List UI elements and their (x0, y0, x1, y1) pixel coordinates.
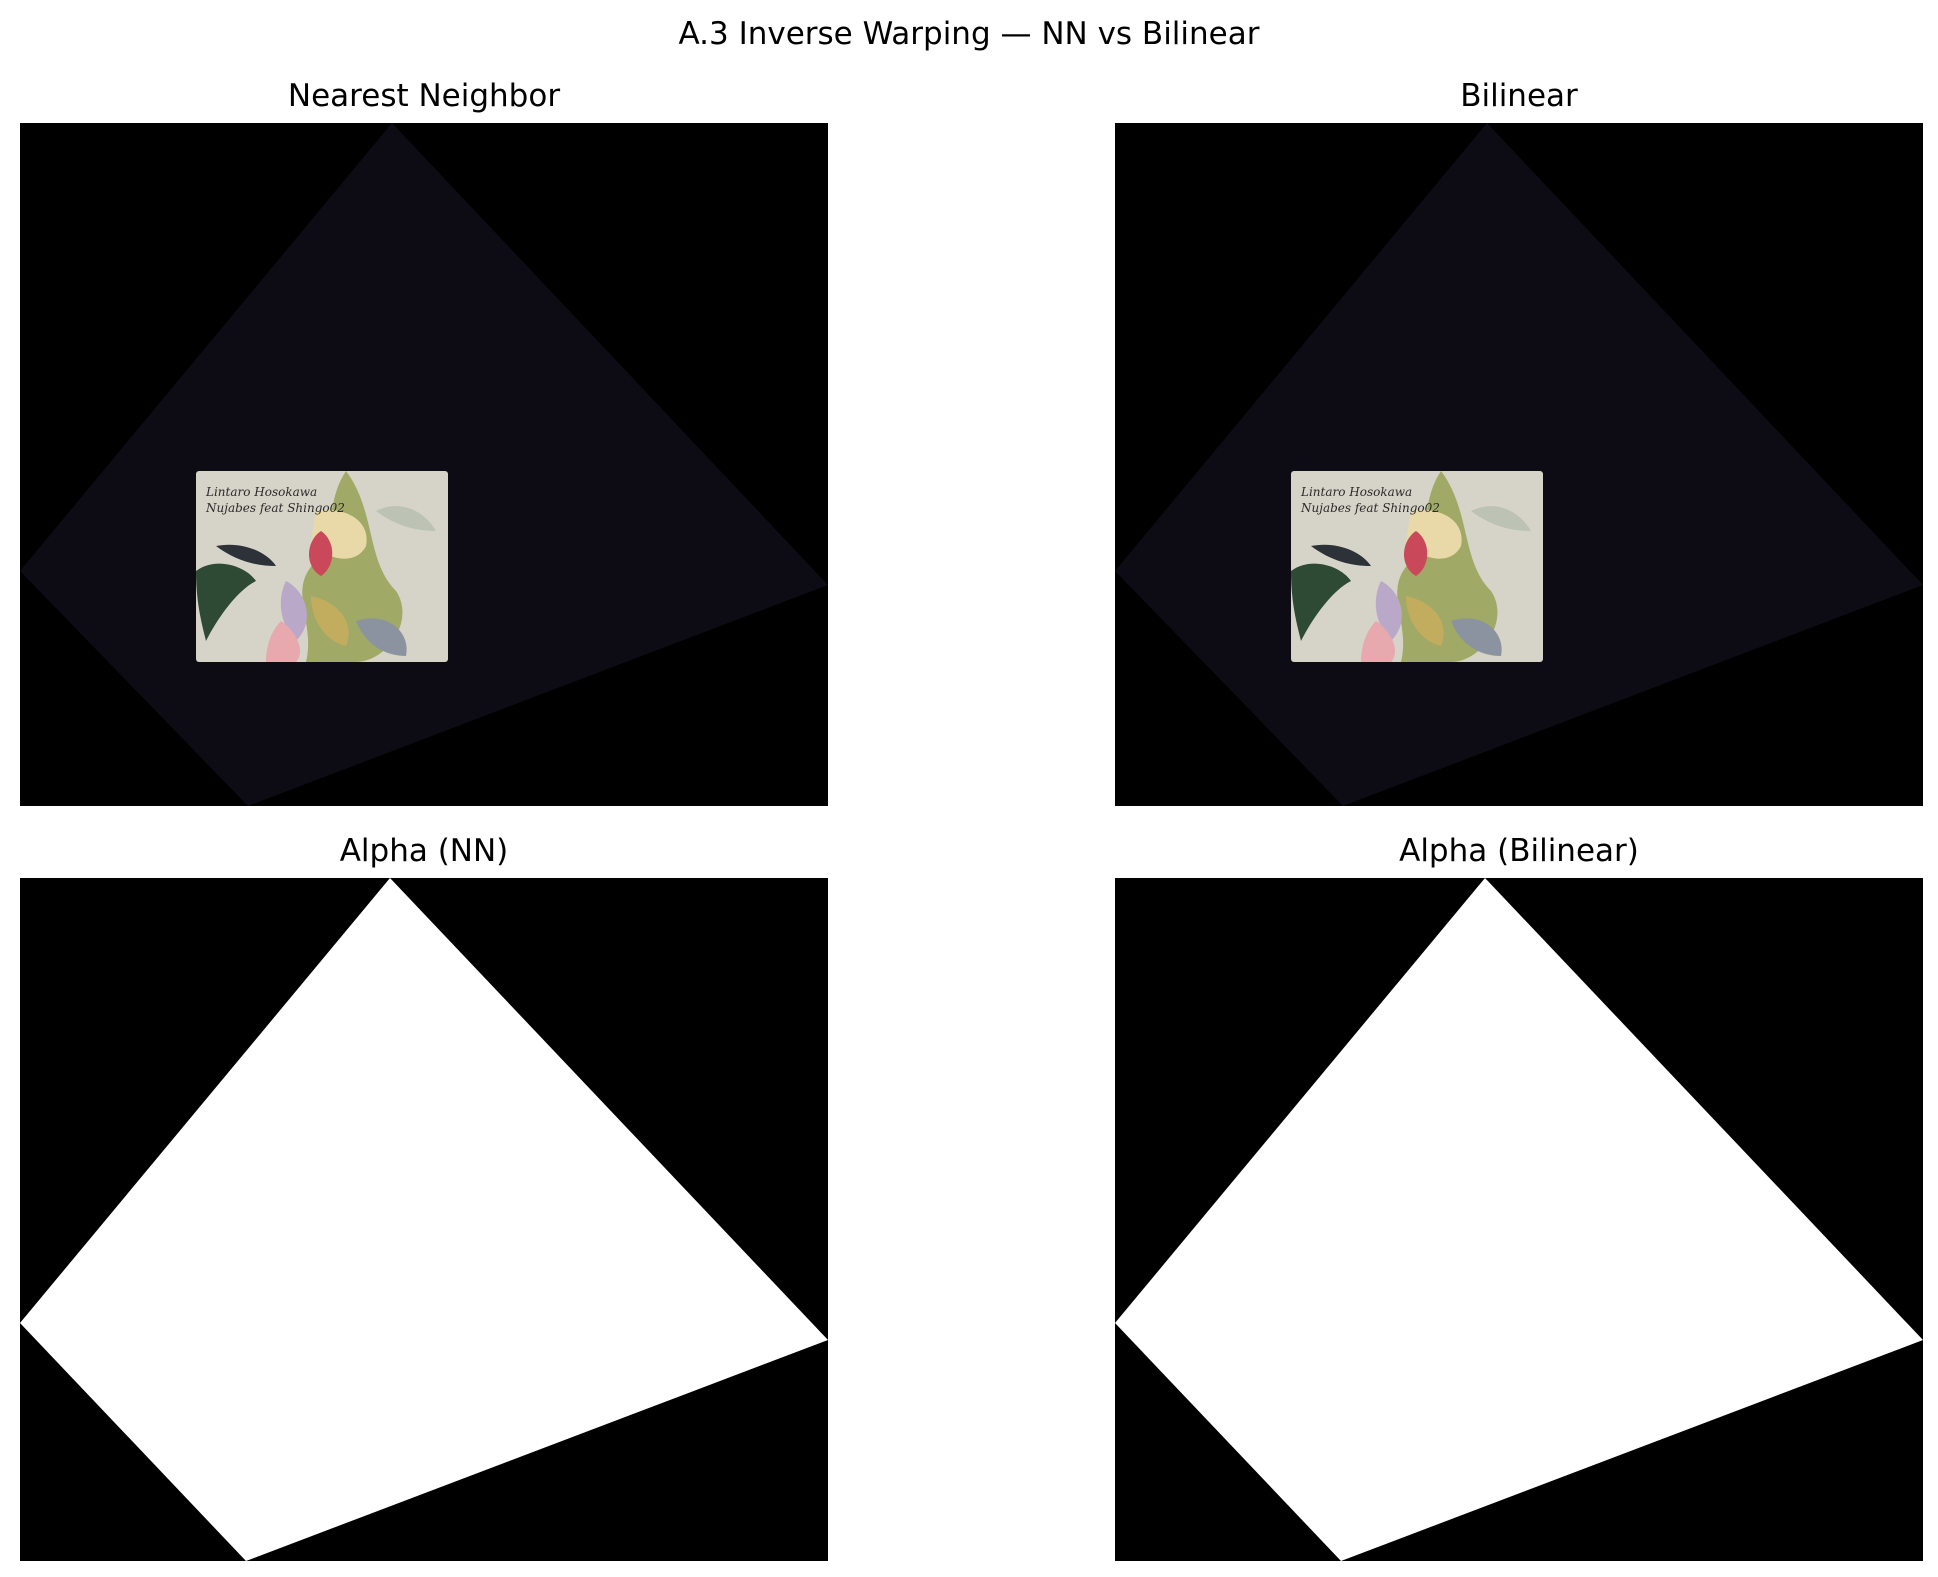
panel-title-bilinear: Bilinear (1460, 78, 1578, 114)
panel-bilinear-image: Lintaro Hosokawa Nujabes feat Shingo02 (1115, 123, 1923, 806)
figure-title: A.3 Inverse Warping — NN vs Bilinear (678, 16, 1260, 52)
cover-text-2: Nujabes feat Shingo02 (205, 501, 345, 515)
warped-image-bilinear: Lintaro Hosokawa Nujabes feat Shingo02 (1115, 123, 1923, 806)
album-cover: Lintaro Hosokawa Nujabes feat Shingo02 (1291, 471, 1543, 662)
cover-text-1: Lintaro Hosokawa (1300, 485, 1412, 499)
alpha-mask-bilinear (1115, 878, 1923, 1561)
alpha-mask-region (20, 878, 828, 1561)
cover-text-1: Lintaro Hosokawa (205, 485, 317, 499)
panel-alpha-bilinear (1115, 878, 1923, 1561)
album-cover: Lintaro Hosokawa Nujabes feat Shingo02 (196, 471, 448, 662)
warp-region (20, 123, 828, 806)
panel-title-nearest-neighbor: Nearest Neighbor (287, 78, 561, 114)
panel-nearest-neighbor-image: Lintaro Hosokawa Nujabes feat Shingo02 (20, 123, 828, 806)
cover-text-2: Nujabes feat Shingo02 (1300, 501, 1440, 515)
panel-title-alpha-nn: Alpha (NN) (339, 833, 509, 869)
alpha-mask-nn (20, 878, 828, 1561)
panel-alpha-nn (20, 878, 828, 1561)
alpha-mask-region (1115, 878, 1923, 1561)
panel-title-alpha-bilinear: Alpha (Bilinear) (1399, 833, 1639, 869)
warp-region (1115, 123, 1923, 806)
warped-image-nn: Lintaro Hosokawa Nujabes feat Shingo02 (20, 123, 828, 806)
